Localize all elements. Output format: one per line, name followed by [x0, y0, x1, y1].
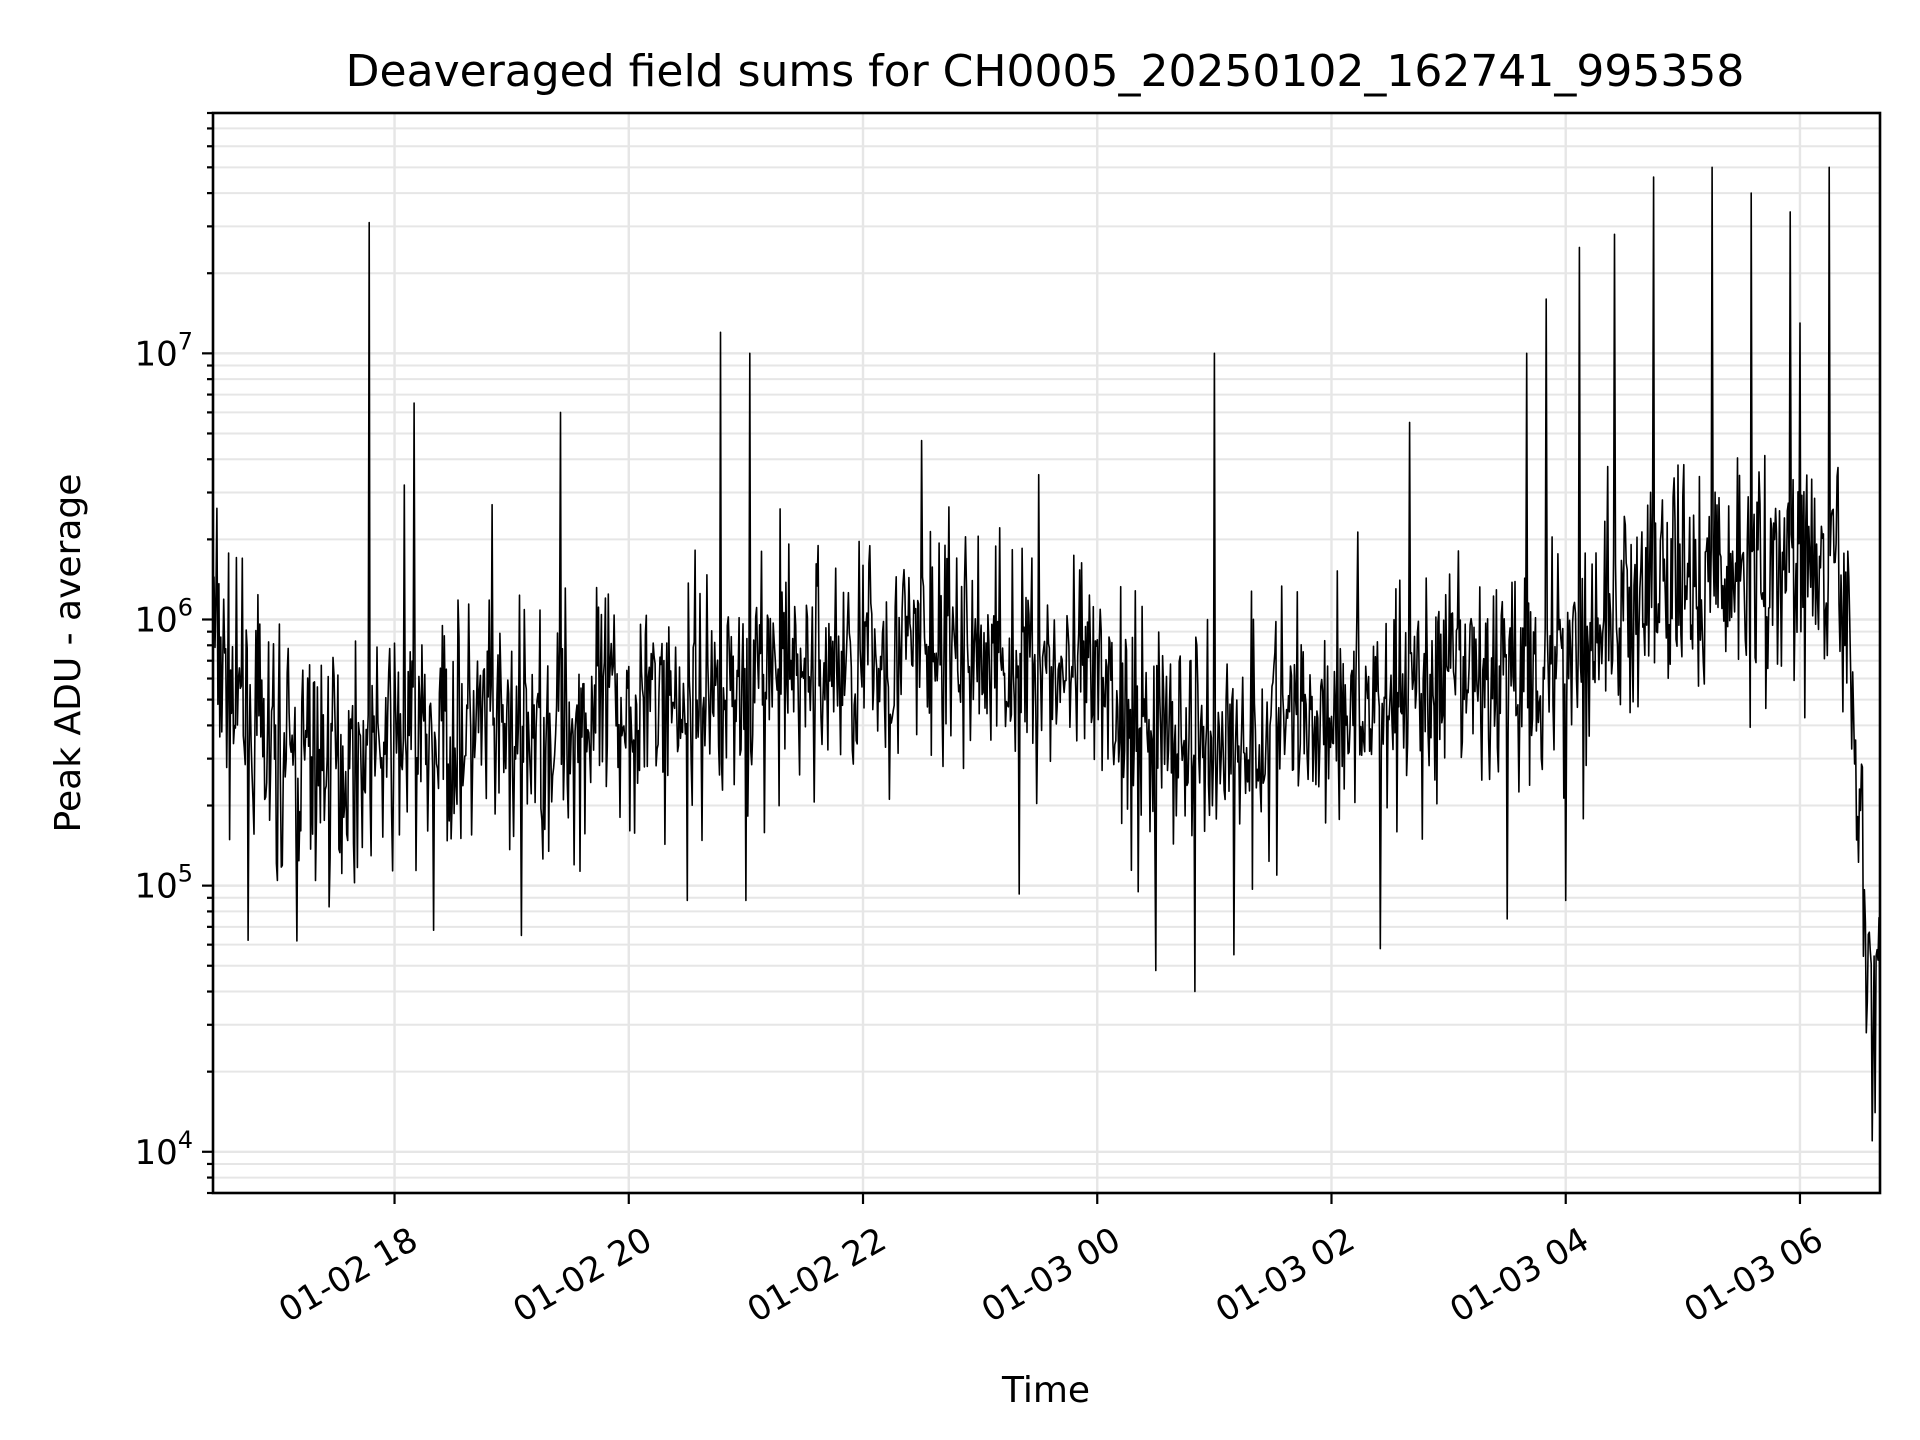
y-tick-base: 10 — [134, 867, 177, 907]
y-tick-label: 107 — [134, 327, 193, 374]
plot-frame — [211, 111, 1882, 1195]
y-tick-exponent: 7 — [178, 327, 193, 355]
x-axis-label: Time — [1001, 1370, 1090, 1411]
chart-title: Deaveraged field sums for CH0005_2025010… — [346, 46, 1745, 97]
y-tick-exponent: 6 — [178, 593, 193, 621]
y-tick-exponent: 4 — [178, 1126, 193, 1154]
y-tick-label: 105 — [134, 860, 193, 907]
plot-series — [212, 166, 1881, 1142]
y-tick-base: 10 — [134, 600, 177, 640]
data-series-line — [212, 166, 1881, 1142]
y-tick-label: 104 — [134, 1126, 193, 1173]
y-tick-label: 106 — [134, 593, 193, 640]
y-axis-label: Peak ADU - average — [48, 474, 89, 833]
y-tick-base: 10 — [134, 1133, 177, 1173]
y-tick-base: 10 — [134, 334, 177, 374]
y-tick-exponent: 5 — [178, 860, 193, 888]
